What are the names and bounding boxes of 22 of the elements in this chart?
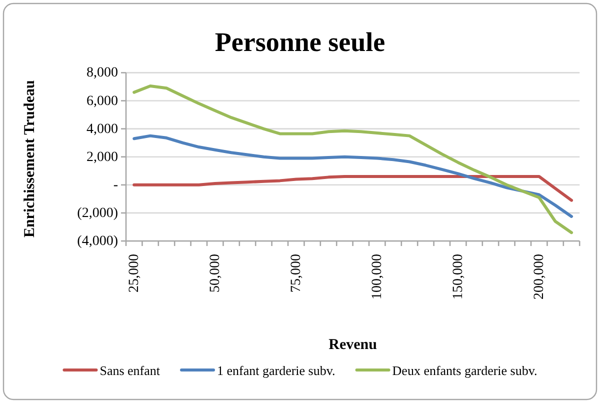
x-tick-label: 75,000: [288, 254, 304, 292]
legend-label: 1 enfant garderie subv.: [217, 362, 336, 378]
line-series: [132, 84, 573, 234]
x-tick-label: 100,000: [370, 254, 385, 300]
line-series: [132, 174, 573, 202]
y-tick-label: -: [113, 177, 118, 192]
legend-label: Deux enfants garderie subv.: [392, 362, 538, 378]
x-tick-label: 25,000: [126, 254, 142, 292]
legend-label: Sans enfant: [100, 362, 160, 378]
x-tick-label: 200,000: [532, 254, 547, 300]
y-tick-label: 6,000: [86, 93, 118, 108]
y-axis-title: Enrichissement Trudeau: [22, 80, 38, 238]
chart-title: Personne seule: [214, 27, 386, 57]
x-axis-title: Revenu: [328, 337, 377, 353]
y-tick-label: 2,000: [86, 149, 118, 164]
y-tick-label: 8,000: [86, 65, 118, 80]
y-tick-label: (2,000): [77, 205, 118, 220]
x-tick-label: 150,000: [450, 254, 466, 300]
x-tick-label: 50,000: [208, 254, 223, 292]
line-series: [132, 134, 573, 218]
y-tick-label: (4,000): [77, 234, 118, 248]
y-tick-label: 4,000: [86, 121, 118, 136]
